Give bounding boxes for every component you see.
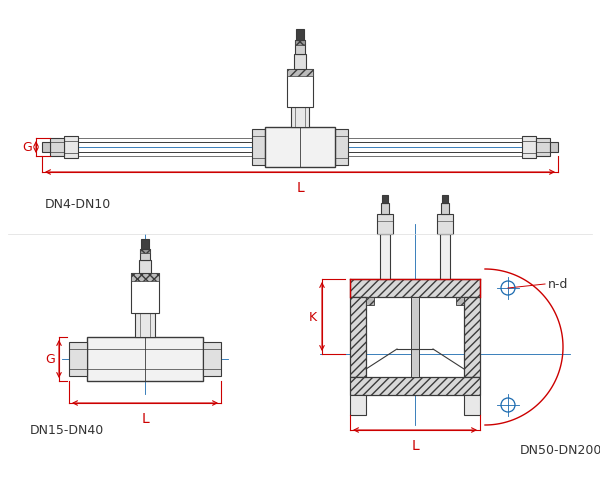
Text: L: L [296, 180, 304, 194]
Bar [131, 274, 159, 313]
Bar [42, 143, 50, 153]
Bar [464, 395, 480, 415]
Bar [350, 377, 480, 395]
Bar [442, 195, 448, 204]
Bar [381, 204, 389, 215]
Bar [350, 279, 480, 298]
Bar [437, 215, 453, 235]
Text: G: G [45, 353, 55, 366]
Bar [64, 137, 78, 159]
Bar [366, 298, 374, 305]
Bar [87, 337, 203, 381]
Bar [294, 55, 306, 70]
Bar [380, 235, 390, 279]
Bar [350, 298, 366, 377]
Bar [291, 108, 309, 128]
Text: n-d: n-d [548, 278, 568, 291]
Bar [252, 130, 265, 166]
Text: L: L [141, 411, 149, 425]
Bar [69, 342, 87, 376]
Bar [296, 30, 304, 41]
Text: G: G [22, 141, 32, 154]
Bar [295, 41, 305, 55]
Bar [411, 298, 419, 377]
Bar [131, 274, 159, 281]
Bar [140, 250, 150, 253]
Bar [522, 137, 536, 159]
Bar [135, 313, 155, 337]
Text: L: L [411, 438, 419, 452]
Bar [456, 298, 464, 305]
Bar [377, 215, 393, 235]
Bar [203, 342, 221, 376]
Text: DN50-DN200: DN50-DN200 [520, 443, 600, 456]
Bar [287, 70, 313, 77]
Bar [50, 139, 64, 156]
Bar [295, 41, 305, 46]
Bar [464, 298, 480, 377]
Bar [139, 261, 151, 274]
Bar [141, 240, 149, 250]
Bar [140, 250, 150, 261]
Bar [350, 395, 366, 415]
Bar [382, 195, 388, 204]
Bar [287, 70, 313, 108]
Text: DN15-DN40: DN15-DN40 [30, 423, 104, 436]
Bar [335, 130, 348, 166]
Bar [265, 128, 335, 168]
Bar [536, 139, 550, 156]
Text: K: K [309, 311, 317, 324]
Bar [440, 235, 450, 279]
Text: DN4-DN10: DN4-DN10 [45, 198, 111, 211]
Bar [550, 143, 558, 153]
Bar [441, 204, 449, 215]
